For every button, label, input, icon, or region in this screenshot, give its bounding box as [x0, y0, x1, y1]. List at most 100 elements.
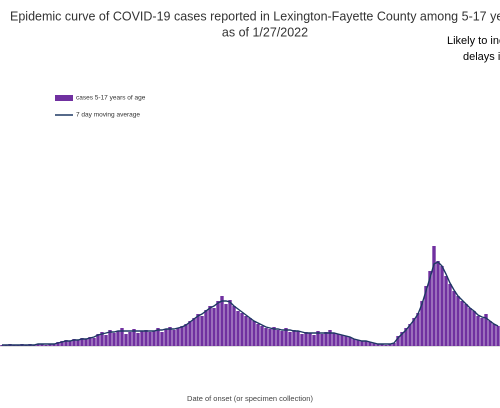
bar: [148, 332, 152, 346]
bar: [352, 339, 356, 346]
bar: [412, 318, 416, 346]
bar: [408, 324, 412, 346]
bar: [464, 304, 468, 346]
bar: [68, 341, 72, 346]
bar: [308, 333, 312, 346]
bar: [276, 330, 280, 346]
bar: [264, 328, 268, 346]
bar: [136, 333, 140, 346]
bar: [212, 308, 216, 346]
bar: [332, 333, 336, 346]
legend-label: 7 day moving average: [76, 112, 140, 119]
bar: [252, 321, 256, 346]
bar: [76, 340, 80, 346]
bar: [236, 311, 240, 346]
bar: [292, 330, 296, 346]
bar: [272, 327, 276, 346]
bar: [368, 342, 372, 346]
bar: [452, 291, 456, 346]
bar: [44, 345, 48, 346]
bar: [108, 330, 112, 346]
bar: [116, 331, 120, 346]
bar: [232, 306, 236, 346]
bar: [280, 331, 284, 346]
bar: [304, 332, 308, 346]
bar: [224, 304, 228, 346]
bar: [456, 296, 460, 346]
bar: [400, 332, 404, 346]
bar: [488, 321, 492, 346]
bar: [156, 328, 160, 346]
bar: [64, 340, 68, 346]
bar: [152, 331, 156, 346]
bar: [196, 314, 200, 346]
bar: [320, 334, 324, 346]
bar: [468, 308, 472, 346]
bar: [104, 335, 108, 346]
bar: [208, 306, 212, 346]
bar: [288, 332, 292, 346]
bar: [164, 329, 168, 346]
bar: [144, 330, 148, 346]
bar: [460, 301, 464, 346]
legend-swatch: [55, 95, 73, 101]
bar: [396, 336, 400, 346]
bar: [188, 321, 192, 346]
bar: [140, 331, 144, 346]
bar: [388, 344, 392, 346]
bar: [380, 344, 384, 346]
bar: [124, 334, 128, 346]
bar: [216, 301, 220, 346]
bar: [244, 316, 248, 346]
bar: [112, 333, 116, 346]
bar: [80, 338, 84, 346]
bar: [56, 342, 60, 346]
bar: [180, 326, 184, 346]
bar: [204, 310, 208, 346]
bar: [372, 343, 376, 346]
bar: [360, 341, 364, 346]
bar: [496, 326, 500, 346]
bar: [484, 314, 488, 346]
bar: [84, 339, 88, 346]
bar: [240, 313, 244, 346]
bar: [328, 330, 332, 346]
bar: [480, 318, 484, 346]
bar: [404, 328, 408, 346]
x-axis-label: Date of onset (or specimen collection): [187, 394, 313, 403]
bar: [88, 337, 92, 346]
bar: [424, 286, 428, 346]
bar: [268, 329, 272, 346]
chart-title: Epidemic curve of COVID-19 cases reporte…: [10, 9, 500, 23]
bar: [432, 246, 436, 346]
bar: [60, 341, 64, 346]
bar: [96, 334, 100, 346]
bar: [316, 331, 320, 346]
bar: [340, 335, 344, 346]
bar: [72, 339, 76, 346]
bar: [120, 328, 124, 346]
bar: [192, 318, 196, 346]
bar: [256, 324, 260, 346]
annotation: delays i: [463, 51, 500, 63]
bar: [348, 337, 352, 346]
bar: [476, 316, 480, 346]
bar: [160, 332, 164, 346]
bar: [132, 329, 136, 346]
bar: [392, 343, 396, 346]
bar: [324, 332, 328, 346]
bar: [436, 261, 440, 346]
bar: [356, 340, 360, 346]
bar: [260, 326, 264, 346]
bar: [384, 345, 388, 346]
bar: [36, 344, 40, 346]
bar: [312, 335, 316, 346]
bar: [220, 296, 224, 346]
bar: [228, 300, 232, 346]
annotation: Likely to inc: [447, 35, 500, 47]
bar: [336, 334, 340, 346]
bar: [172, 330, 176, 346]
bar: [184, 324, 188, 346]
legend-label: cases 5-17 years of age: [76, 95, 146, 102]
